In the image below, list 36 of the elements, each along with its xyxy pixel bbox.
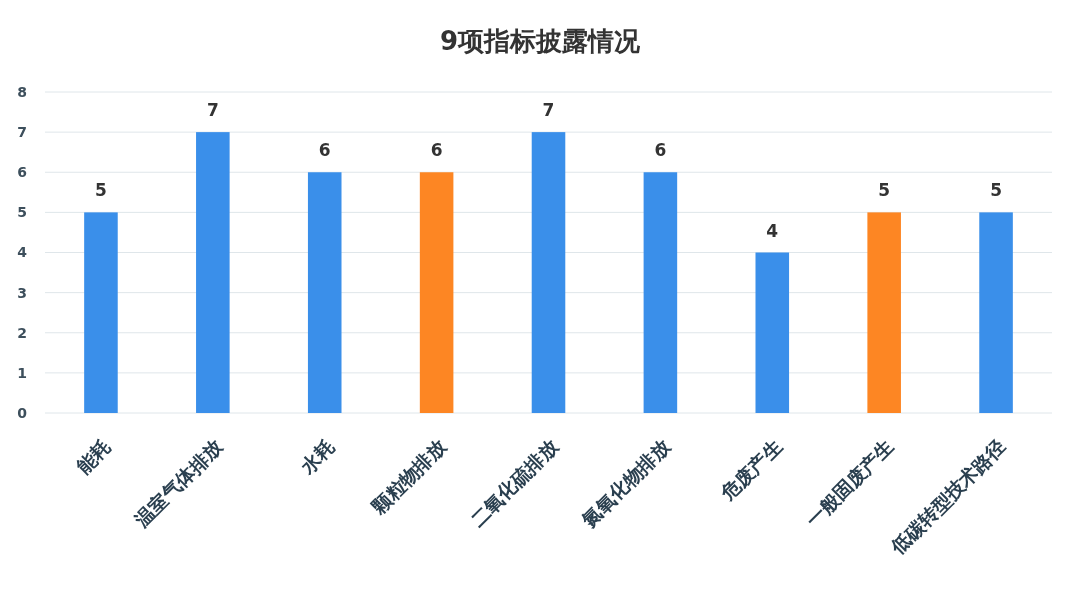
data-label: 5 — [878, 180, 891, 201]
y-tick-label: 5 — [17, 204, 27, 221]
data-label: 6 — [318, 140, 331, 161]
x-tick-label: 氮氧化物排放 — [577, 434, 675, 532]
chart-title: 9项指标披露情况 — [439, 26, 642, 56]
bar — [755, 252, 790, 413]
y-tick-label: 6 — [17, 164, 27, 181]
x-tick-label: 颗粒物排放 — [366, 434, 451, 519]
data-label: 4 — [766, 220, 779, 241]
bar — [867, 212, 901, 413]
bar — [979, 212, 1013, 413]
y-tick-label: 3 — [17, 284, 27, 301]
y-tick-label: 0 — [17, 404, 28, 421]
bar — [531, 132, 566, 413]
data-label: 5 — [95, 180, 107, 201]
x-tick-label: 温室气体排放 — [129, 434, 228, 532]
x-tick-label: 能耗 — [72, 434, 115, 478]
y-tick-label: 4 — [17, 244, 28, 261]
bar — [307, 172, 342, 413]
x-tick-label: 二氧化硫排放 — [465, 434, 563, 532]
y-tick-label: 7 — [17, 124, 27, 141]
bar — [196, 132, 230, 413]
data-label: 6 — [430, 140, 443, 161]
x-tick-label: 水耗 — [295, 434, 339, 479]
data-label: 5 — [990, 180, 1002, 201]
bar — [419, 172, 454, 413]
bar — [643, 172, 678, 413]
data-label: 7 — [542, 100, 555, 121]
y-tick-label: 1 — [17, 364, 27, 381]
data-label: 7 — [206, 100, 219, 121]
x-tick-label: 危废产生 — [715, 434, 786, 505]
y-tick-label: 8 — [17, 83, 27, 100]
x-tick-label: 一般固废产生 — [801, 434, 898, 532]
bar — [84, 212, 118, 413]
data-label: 6 — [654, 140, 667, 161]
y-tick-label: 2 — [17, 324, 27, 341]
